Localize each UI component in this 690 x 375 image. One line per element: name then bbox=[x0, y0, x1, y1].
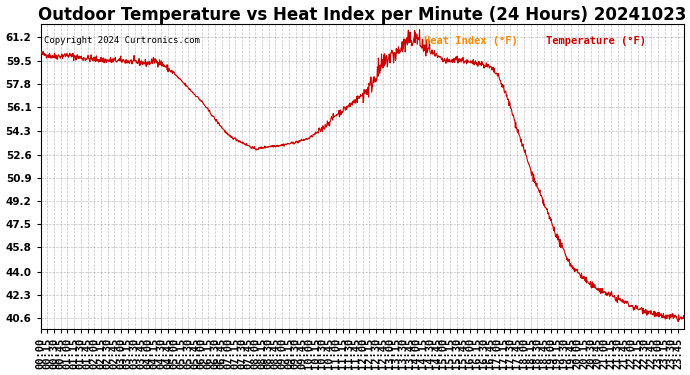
Title: Outdoor Temperature vs Heat Index per Minute (24 Hours) 20241023: Outdoor Temperature vs Heat Index per Mi… bbox=[39, 6, 687, 24]
Text: Heat Index (°F): Heat Index (°F) bbox=[424, 36, 518, 46]
Text: Copyright 2024 Curtronics.com: Copyright 2024 Curtronics.com bbox=[43, 36, 199, 45]
Text: Temperature (°F): Temperature (°F) bbox=[546, 36, 646, 46]
